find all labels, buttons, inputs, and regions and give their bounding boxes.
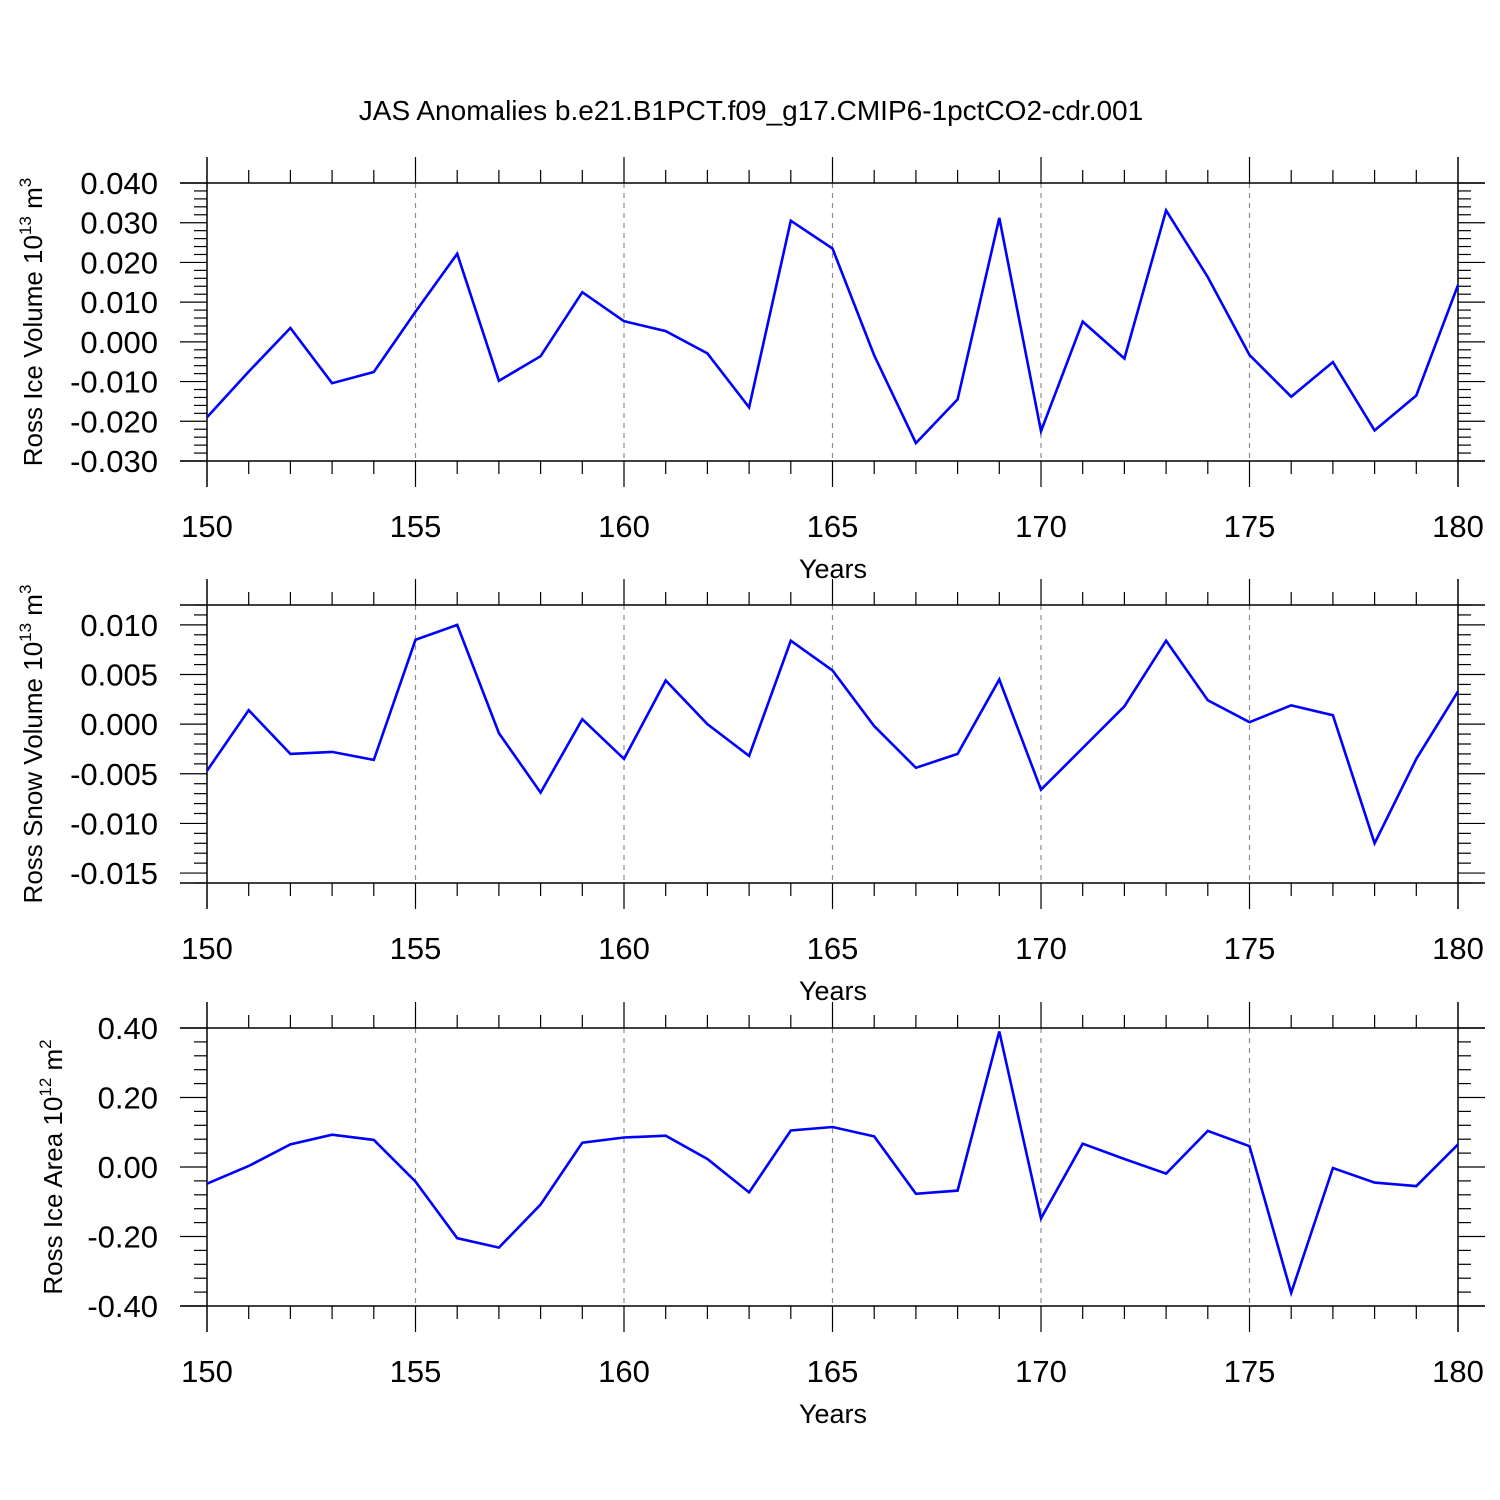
x-tick-label: 150 <box>181 509 233 544</box>
x-tick-label: 150 <box>181 931 233 966</box>
chart-panel-1: 150 155 160 165 170 175 180Years0.0400.0300.02… <box>16 157 1485 584</box>
y-tick-label: 0.00 <box>98 1150 158 1185</box>
x-tick-label: 165 <box>807 931 859 966</box>
x-tick-label: 175 <box>1224 1354 1276 1389</box>
y-tick-label: 0.005 <box>80 658 158 693</box>
y-tick-label: -0.030 <box>70 444 158 479</box>
chart-panel-3: 150 155 160 165 170 175 180 Years 0.40 0.20 0.00 -0… <box>36 1002 1485 1429</box>
y-tick-label: -0.020 <box>70 404 158 439</box>
series-line <box>206 1031 1459 1298</box>
series-line <box>205 623 1460 847</box>
x-tick-label: 175 <box>1224 931 1276 966</box>
y-tick-label: 0.40 <box>98 1011 158 1046</box>
chart-panel-2: 150 155 160 165 170 175 180 Years 0.010 0.005 0.00… <box>16 579 1485 1006</box>
x-tick-label: 150 <box>181 1354 233 1389</box>
x-tick-label: 160 <box>598 931 650 966</box>
y-tick-label: -0.010 <box>70 365 158 400</box>
y-tick-label: 0.000 <box>80 707 158 742</box>
series-line <box>206 207 1460 446</box>
x-tick-label: 180 <box>1432 1354 1484 1389</box>
x-tick-label: 160 <box>598 509 650 544</box>
x-axis-label: Years <box>799 976 867 1006</box>
y-tick-label: 0.030 <box>80 206 158 241</box>
x-tick-label: 170 <box>1015 509 1067 544</box>
y-tick-label: -0.015 <box>70 856 158 891</box>
y-tick-label: 0.020 <box>80 245 158 280</box>
y-tick-label: 0.010 <box>80 608 158 643</box>
y-tick-label: 0.000 <box>80 325 158 360</box>
x-tick-label: 180 <box>1432 509 1484 544</box>
x-tick-label: 165 <box>807 509 859 544</box>
x-tick-label: 170 <box>1015 931 1067 966</box>
x-tick-label: 165 <box>807 1354 859 1389</box>
x-tick-label: 155 <box>390 931 442 966</box>
y-axis-label: Ross Ice Volume 1013 m3 <box>16 178 48 467</box>
figure-title: JAS Anomalies b.e21.B1PCT.f09_g17.CMIP6-… <box>359 95 1143 126</box>
x-tick-label: 180 <box>1432 931 1484 966</box>
plots: 150 155 160 165 170 175 180 Years 0.040 0.030 0.02… <box>16 157 1485 1429</box>
y-tick-label: -0.40 <box>87 1289 158 1324</box>
x-tick-label: 170 <box>1015 1354 1067 1389</box>
x-tick-label: 155 <box>390 1354 442 1389</box>
y-tick-label: -0.20 <box>87 1220 158 1255</box>
y-tick-label: 0.040 <box>80 166 158 201</box>
y-tick-label: -0.010 <box>70 806 158 841</box>
y-tick-label: 0.20 <box>98 1081 158 1116</box>
x-tick-label: 160 <box>598 1354 650 1389</box>
x-tick-label: 155 <box>390 509 442 544</box>
y-axis-label: Ross Ice Area 1012 m2 <box>36 1039 68 1294</box>
x-axis-label: Years <box>799 1399 867 1429</box>
y-axis-label: Ross Snow Volume 1013 m3 <box>16 585 48 904</box>
x-tick-label: 175 <box>1224 509 1276 544</box>
y-tick-label: 0.010 <box>80 285 158 320</box>
y-tick-label: -0.005 <box>70 757 158 792</box>
